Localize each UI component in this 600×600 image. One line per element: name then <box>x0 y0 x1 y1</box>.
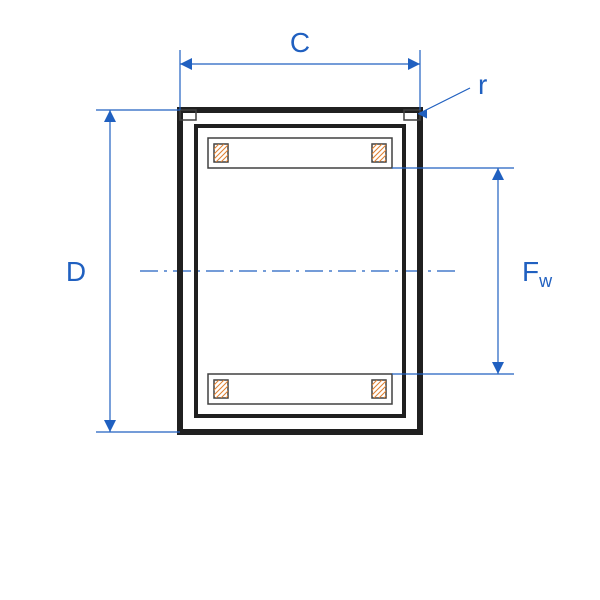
dim-c-label: C <box>290 27 310 58</box>
r-label: r <box>478 69 487 100</box>
diagram-background <box>0 0 600 600</box>
dim-d-label: D <box>66 256 86 287</box>
